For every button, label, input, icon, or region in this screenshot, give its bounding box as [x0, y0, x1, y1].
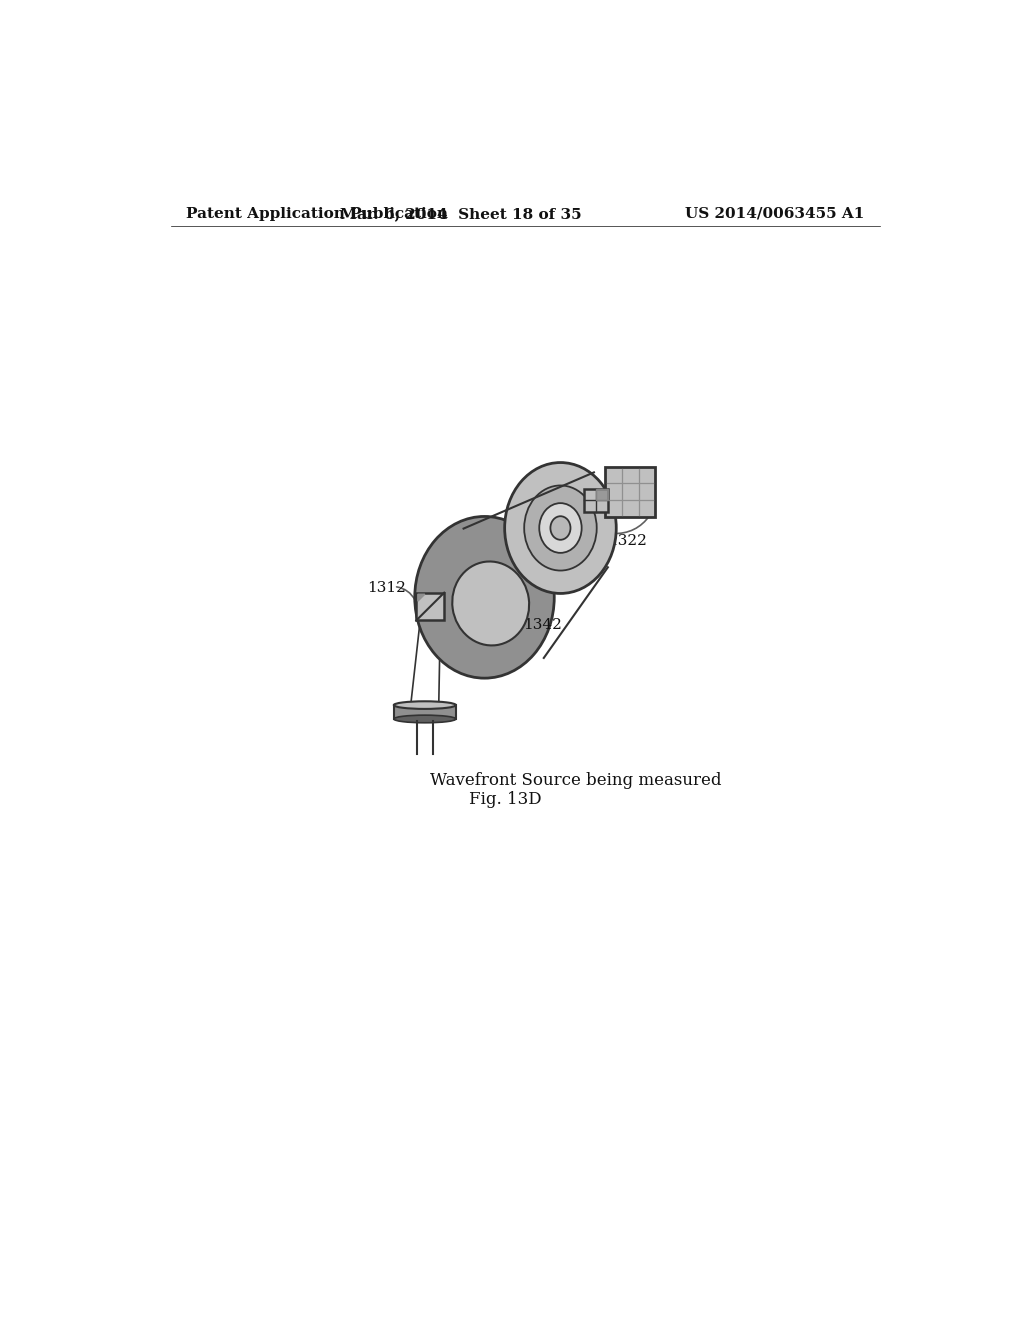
Ellipse shape [524, 486, 597, 570]
Text: 1332: 1332 [518, 508, 557, 523]
Polygon shape [418, 594, 425, 601]
Ellipse shape [394, 701, 456, 709]
Ellipse shape [453, 561, 529, 645]
Text: Fig. 13D: Fig. 13D [469, 791, 542, 808]
Ellipse shape [415, 516, 554, 678]
Text: Patent Application Publication: Patent Application Publication [186, 207, 449, 220]
Bar [417, 593, 444, 620]
Bar [605, 467, 655, 517]
FancyArrowPatch shape [517, 486, 546, 510]
Bar [394, 705, 456, 719]
Text: 1322: 1322 [608, 535, 647, 548]
Ellipse shape [540, 503, 582, 553]
Text: Mar. 6, 2014  Sheet 18 of 35: Mar. 6, 2014 Sheet 18 of 35 [340, 207, 582, 220]
Ellipse shape [505, 462, 616, 594]
Bar [585, 488, 607, 512]
Text: US 2014/0063455 A1: US 2014/0063455 A1 [685, 207, 864, 220]
FancyArrowPatch shape [612, 515, 650, 533]
Text: Wavefront Source being measured: Wavefront Source being measured [430, 772, 722, 789]
Polygon shape [596, 488, 607, 500]
Text: 1312: 1312 [367, 581, 406, 595]
FancyArrowPatch shape [505, 620, 519, 651]
Text: 1342: 1342 [523, 618, 562, 632]
Ellipse shape [551, 516, 570, 540]
FancyArrowPatch shape [396, 587, 415, 601]
Ellipse shape [394, 715, 456, 723]
